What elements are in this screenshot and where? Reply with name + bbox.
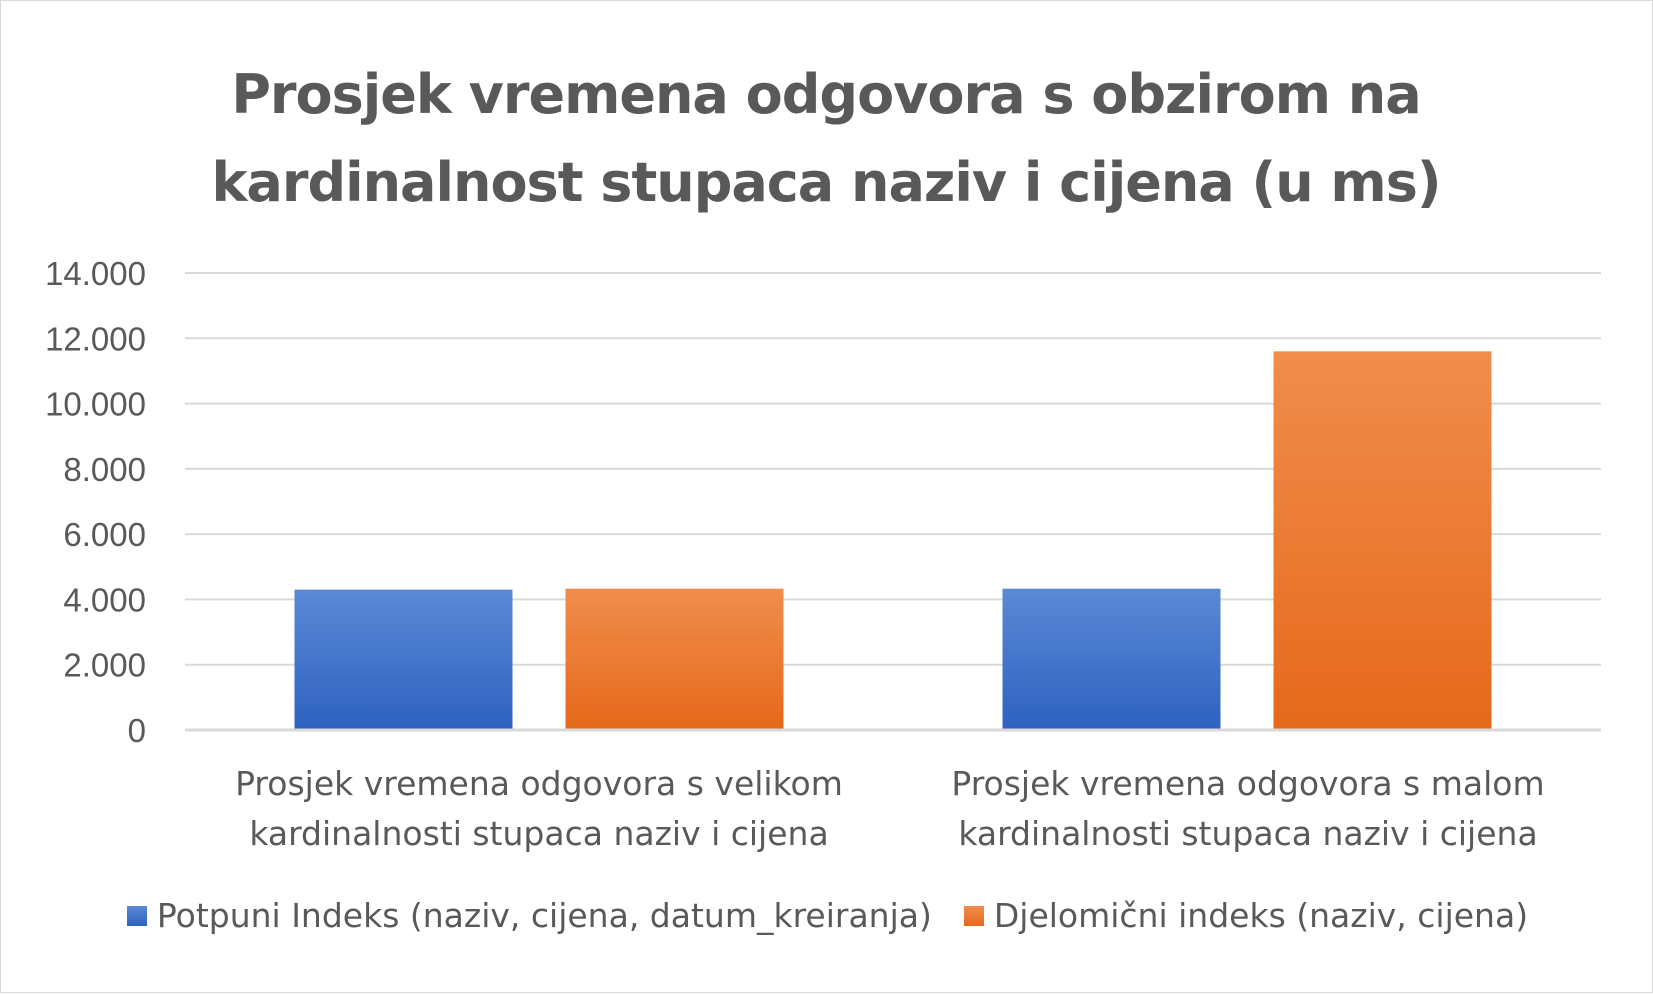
legend-item-series-1: Djelomični indeks (naziv, cijena) [963, 896, 1529, 935]
y-tick-label: 14.000 [45, 255, 146, 292]
y-tick-label: 2.000 [63, 647, 146, 684]
bar-series-0-category-1 [1002, 588, 1221, 729]
y-tick-label: 4.000 [63, 581, 146, 618]
bar-series-0-category-0 [294, 589, 513, 729]
y-tick-label: 0 [128, 712, 146, 749]
y-tick-label: 6.000 [63, 516, 146, 553]
chart-title: Prosjek vremena odgovora s obzirom na ka… [211, 63, 1441, 214]
y-tick-label: 10.000 [45, 386, 146, 423]
legend-label-series-0: Potpuni Indeks (naziv, cijena, datum_kre… [156, 896, 932, 935]
category-label-0-line2: kardinalnosti stupaca naziv i cijena [249, 814, 829, 853]
legend-swatch-series-0 [126, 905, 147, 926]
category-label-1-line2: kardinalnosti stupaca naziv i cijena [958, 814, 1538, 853]
bar-series-1-category-1 [1273, 351, 1492, 729]
legend-swatch-series-1 [963, 905, 984, 926]
category-label-0-line1: Prosjek vremena odgovora s velikom [235, 764, 843, 803]
legend-label-series-1: Djelomični indeks (naziv, cijena) [993, 896, 1529, 935]
y-tick-label: 8.000 [63, 451, 146, 488]
category-label-1-line1: Prosjek vremena odgovora s malom [951, 764, 1545, 803]
legend-item-series-0: Potpuni Indeks (naziv, cijena, datum_kre… [126, 896, 932, 935]
bar-series-1-category-0 [565, 588, 784, 729]
chart-legend: Potpuni Indeks (naziv, cijena, datum_kre… [1, 896, 1653, 935]
y-tick-label: 12.000 [45, 320, 146, 357]
category-label-1: Prosjek vremena odgovora s malom kardina… [918, 759, 1578, 859]
category-label-0: Prosjek vremena odgovora s velikom kardi… [209, 759, 869, 859]
